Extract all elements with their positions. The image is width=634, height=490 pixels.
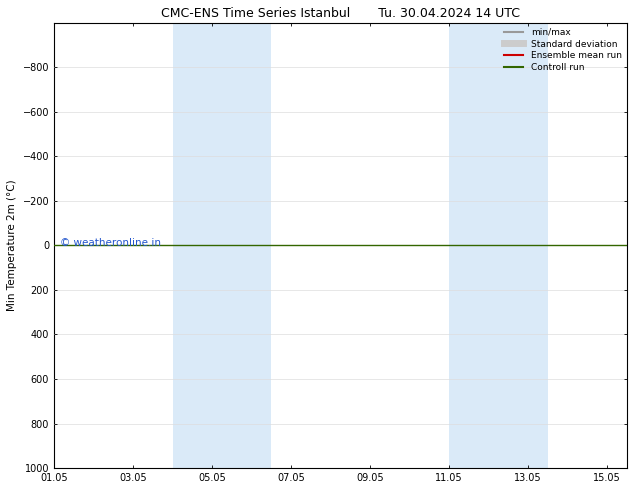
Y-axis label: Min Temperature 2m (°C): Min Temperature 2m (°C): [7, 179, 17, 311]
Bar: [450, 23, 548, 468]
Legend: min/max, Standard deviation, Ensemble mean run, Controll run: min/max, Standard deviation, Ensemble me…: [500, 24, 625, 75]
Text: © weatheronline.in: © weatheronline.in: [60, 238, 160, 248]
Title: CMC-ENS Time Series Istanbul       Tu. 30.04.2024 14 UTC: CMC-ENS Time Series Istanbul Tu. 30.04.2…: [161, 7, 520, 20]
Bar: [172, 23, 271, 468]
